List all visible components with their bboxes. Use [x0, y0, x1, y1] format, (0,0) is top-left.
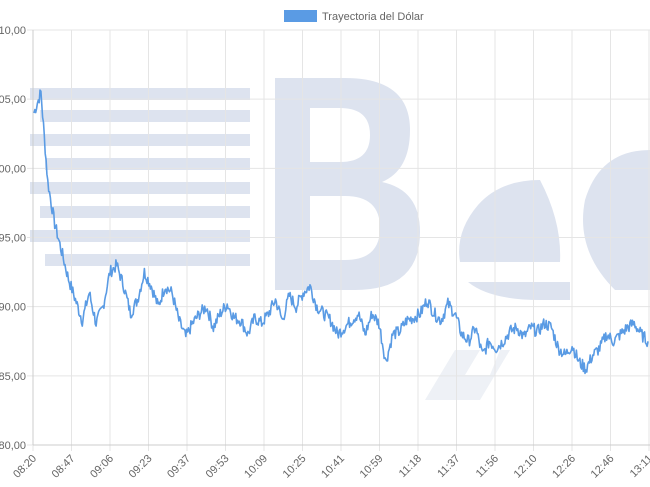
x-tick-label: 10:41 — [319, 453, 347, 481]
x-tick-label: 10:59 — [358, 453, 386, 481]
x-tick-label: 11:56 — [474, 453, 501, 480]
watermark-logo — [30, 78, 650, 400]
y-tick-label: 910,00 — [0, 25, 26, 37]
legend: Trayectoria del Dólar — [284, 10, 424, 23]
x-tick-label: 13:11 — [628, 453, 650, 480]
x-tick-label: 09:53 — [204, 453, 232, 481]
x-tick-label: 11:37 — [435, 453, 462, 480]
x-tick-label: 10:25 — [281, 453, 309, 481]
x-tick-label: 12:10 — [512, 453, 540, 481]
x-tick-label: 11:18 — [397, 453, 424, 480]
legend-swatch — [284, 10, 317, 22]
y-tick-label: 880,00 — [0, 440, 26, 452]
series-line — [33, 89, 649, 375]
legend-label: Trayectoria del Dólar — [322, 11, 424, 23]
x-tick-label: 12:26 — [550, 453, 578, 481]
x-tick-label: 08:47 — [50, 453, 78, 481]
y-tick-label: 900,00 — [0, 163, 26, 175]
y-tick-label: 885,00 — [0, 371, 26, 383]
x-tick-label: 09:06 — [88, 453, 116, 481]
x-tick-label: 09:37 — [165, 453, 193, 481]
x-tick-label: 09:23 — [127, 453, 155, 481]
series-layer — [33, 89, 649, 375]
y-tick-label: 895,00 — [0, 233, 26, 245]
y-tick-label: 890,00 — [0, 302, 26, 314]
x-tick-label: 12:46 — [589, 453, 617, 481]
x-tick-label: 08:20 — [11, 453, 39, 481]
y-tick-label: 905,00 — [0, 94, 26, 106]
x-tick-label: 10:09 — [242, 453, 270, 481]
